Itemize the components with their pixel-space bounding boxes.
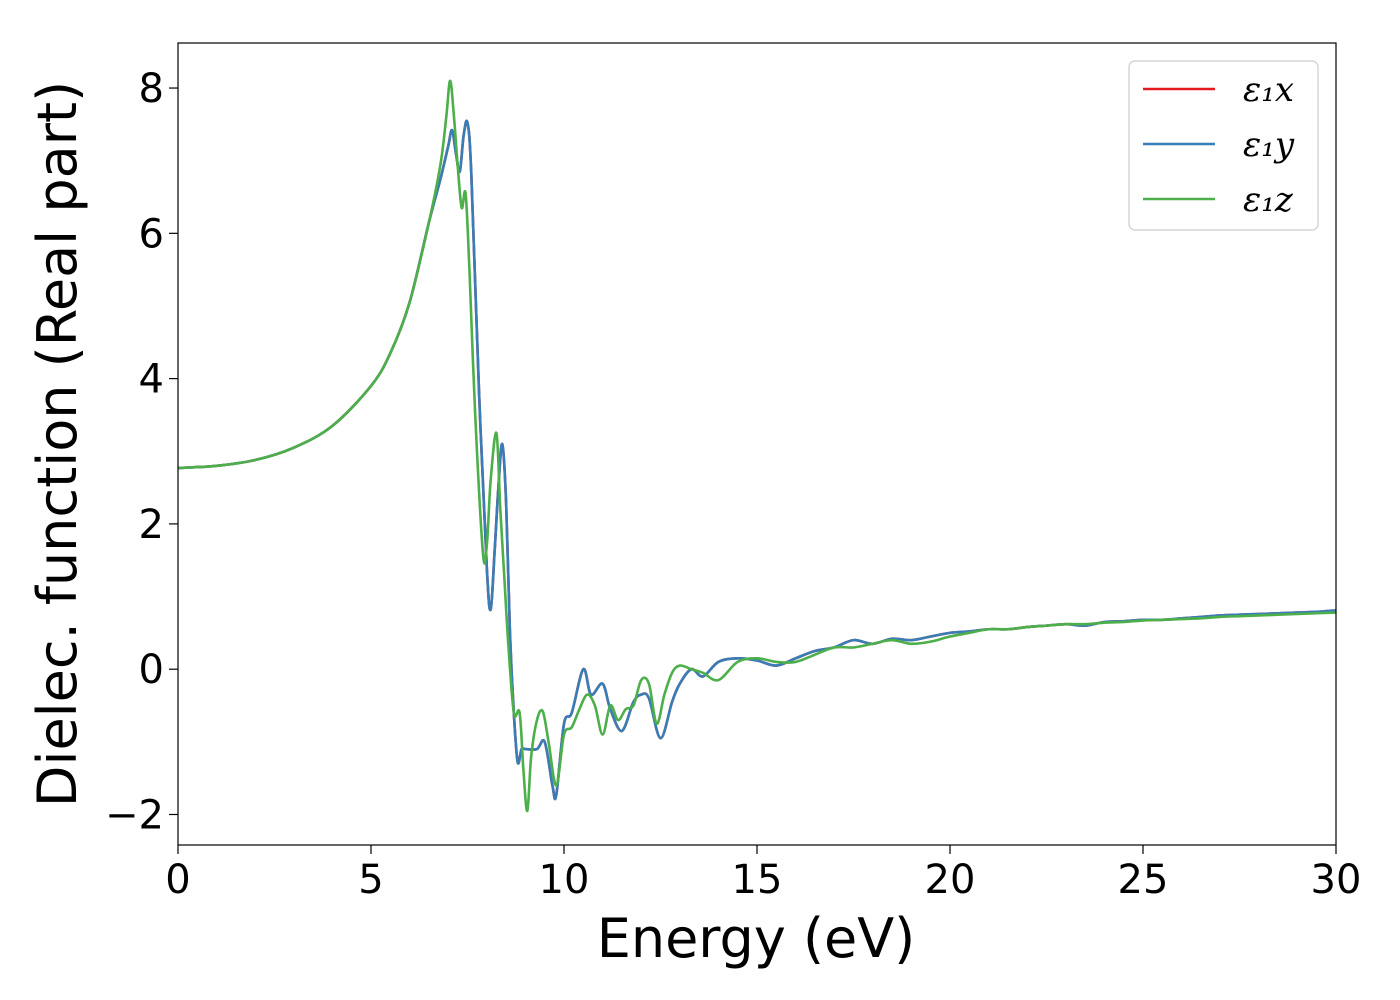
x-tick-label: 10 (539, 857, 590, 903)
y-tick-label: 6 (139, 211, 164, 257)
y-tick-label: 0 (139, 647, 164, 693)
x-tick-label: 20 (925, 857, 976, 903)
y-axis-title: Dielec. function (Real part) (26, 81, 89, 807)
x-tick-label: 30 (1311, 857, 1362, 903)
legend-label: ε₁y (1243, 125, 1295, 165)
y-tick-label: −2 (105, 792, 164, 838)
legend-box (1128, 60, 1319, 231)
x-axis-ticks: 0 5 10 15 20 25 30 (165, 845, 1361, 903)
y-axis-ticks: −2 0 2 4 6 8 (105, 66, 178, 838)
x-tick-label: 0 (165, 857, 190, 903)
legend-label: ε₁x (1243, 70, 1294, 110)
x-tick-label: 25 (1118, 857, 1169, 903)
y-tick-label: 8 (139, 66, 164, 112)
x-tick-label: 5 (358, 857, 383, 903)
series-lines (178, 79, 1336, 813)
legend-label: ε₁z (1243, 180, 1294, 220)
legend: ε₁x ε₁y ε₁z (1128, 60, 1319, 231)
x-axis-title: Energy (eV) (597, 907, 916, 970)
series-line-3 (178, 79, 1336, 813)
x-tick-label: 15 (732, 857, 783, 903)
y-tick-label: 2 (139, 502, 164, 548)
y-tick-label: 4 (139, 357, 164, 403)
